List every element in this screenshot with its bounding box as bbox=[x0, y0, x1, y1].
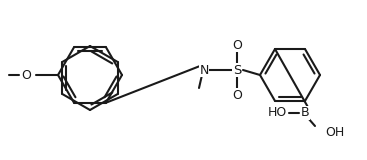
Text: O: O bbox=[21, 68, 31, 81]
Text: O: O bbox=[232, 88, 242, 101]
Text: OH: OH bbox=[325, 127, 344, 140]
Text: B: B bbox=[301, 107, 309, 120]
Text: N: N bbox=[199, 64, 209, 76]
Text: S: S bbox=[233, 64, 241, 76]
Text: O: O bbox=[232, 39, 242, 52]
Text: HO: HO bbox=[268, 107, 287, 120]
